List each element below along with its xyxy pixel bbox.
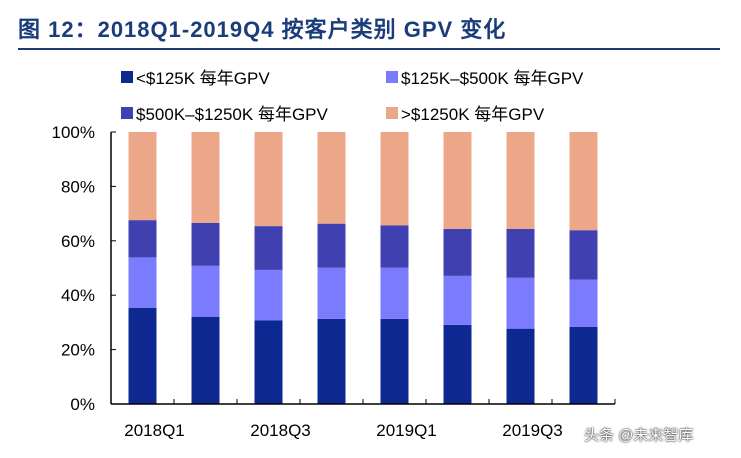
x-tick-label: 2018Q1 (124, 421, 185, 440)
bar-segment-2018Q3-s3 (254, 132, 283, 227)
x-tick-label: 2019Q3 (502, 421, 563, 440)
bar-segment-2018Q1-s3 (128, 132, 157, 221)
legend-item-500k-1250k: $500K–$1250K 每年GPV (121, 100, 328, 125)
bar-segment-2019Q1-s3 (380, 132, 409, 226)
bar-segment-2018Q1-s2 (128, 220, 157, 258)
legend-item-gt1250k: >$1250K 每年GPV (386, 100, 544, 125)
bar-segment-2018Q4-s3 (317, 132, 346, 224)
legend-label: >$1250K 每年GPV (401, 105, 545, 124)
y-tick-label: 40% (61, 286, 95, 305)
bar-segment-2018Q4-s1 (317, 267, 346, 319)
legend-item-lt125k: <$125K 每年GPV (121, 64, 270, 89)
bar-segment-2018Q4-s2 (317, 223, 346, 268)
bar-segment-2019Q1-s0 (380, 318, 409, 404)
bar-segment-2018Q2-s3 (191, 132, 220, 223)
bar-segment-2018Q1-s0 (128, 307, 157, 404)
bar-segment-2019Q3-s0 (506, 328, 535, 404)
bar-segment-2019Q2-s0 (443, 324, 472, 404)
y-tick-label: 0% (70, 395, 95, 414)
legend-swatch (121, 106, 133, 119)
bar-segment-2019Q4-s1 (569, 279, 598, 327)
y-tick-label: 100% (52, 123, 95, 142)
bar-segment-2018Q2-s2 (191, 222, 220, 266)
bar-segment-2018Q3-s1 (254, 269, 283, 321)
bar-segment-2018Q4-s0 (317, 318, 346, 404)
legend-item-125k-500k: $125K–$500K 每年GPV (386, 64, 583, 89)
chart-title: 图 12：2018Q1-2019Q4 按客户类别 GPV 变化 (18, 17, 507, 42)
bar-segment-2019Q4-s0 (569, 326, 598, 404)
bar-segment-2019Q4-s2 (569, 230, 598, 280)
bar-segment-2019Q3-s3 (506, 132, 535, 229)
legend-swatch (121, 70, 133, 83)
bar-segment-2018Q2-s1 (191, 265, 220, 317)
y-tick-label: 80% (61, 177, 95, 196)
bar-segment-2018Q3-s2 (254, 226, 283, 270)
legend-label: $125K–$500K 每年GPV (401, 69, 584, 88)
bar-segment-2019Q2-s3 (443, 132, 472, 229)
bar-segment-2018Q1-s1 (128, 257, 157, 308)
y-tick-label: 20% (61, 341, 95, 360)
y-tick-label: 60% (61, 232, 95, 251)
x-tick-label: 2018Q3 (250, 421, 311, 440)
bar-segment-2019Q2-s1 (443, 275, 472, 325)
bar-segment-2018Q2-s0 (191, 316, 220, 404)
bar-segment-2019Q2-s2 (443, 228, 472, 276)
legend-swatch (386, 106, 398, 119)
bar-segment-2019Q4-s3 (569, 132, 598, 231)
bar-segment-2019Q3-s1 (506, 277, 535, 329)
title-divider (18, 48, 720, 50)
legend-swatch (386, 70, 398, 83)
bar-segment-2018Q3-s0 (254, 320, 283, 404)
bar-segment-2019Q1-s2 (380, 225, 409, 268)
bar-segment-2019Q1-s1 (380, 267, 409, 319)
bar-segment-2019Q3-s2 (506, 228, 535, 278)
x-tick-label: 2019Q1 (376, 421, 437, 440)
legend-label: <$125K 每年GPV (136, 69, 270, 88)
watermark: 头条 @未来智库 (584, 427, 694, 444)
legend-label: $500K–$1250K 每年GPV (136, 105, 328, 124)
